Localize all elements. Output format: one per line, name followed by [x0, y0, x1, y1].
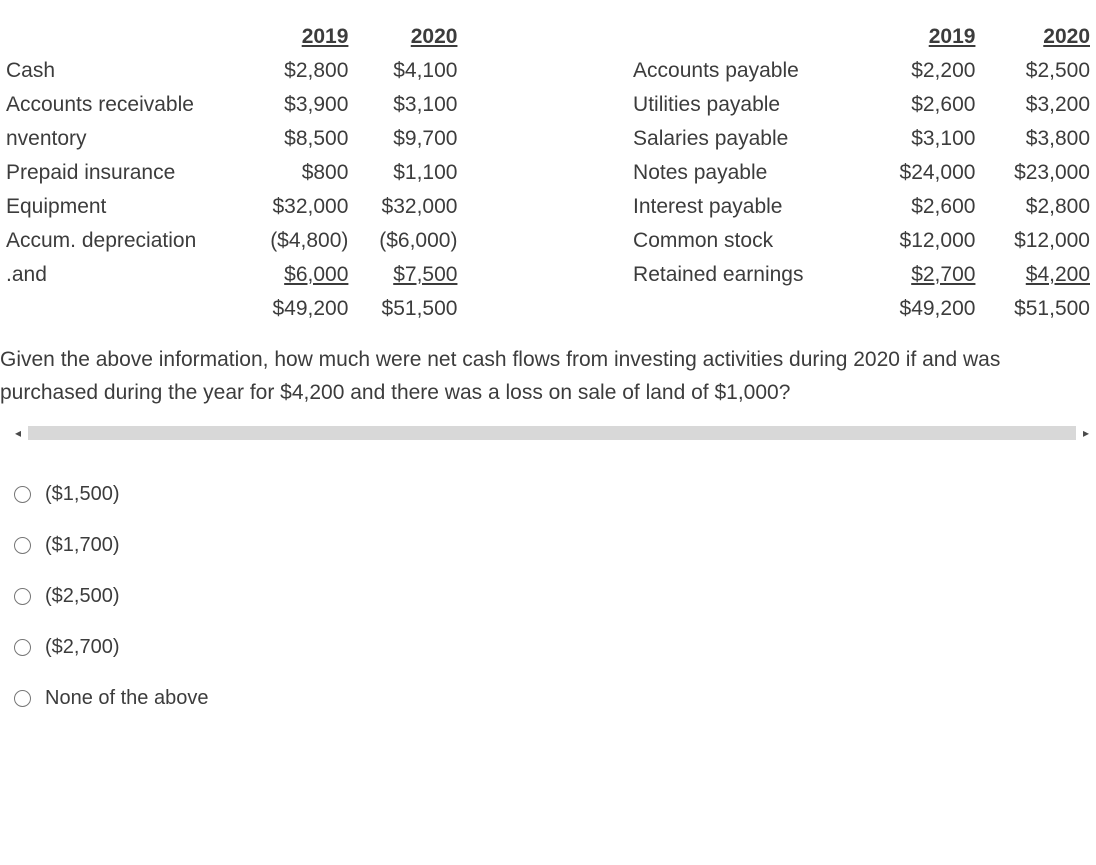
asset-label: Accum. depreciation	[0, 224, 234, 258]
option-radio[interactable]	[14, 486, 31, 503]
asset-2019: $6,000	[234, 258, 354, 292]
option-label: ($1,700)	[45, 534, 120, 557]
asset-2019: $3,900	[234, 88, 354, 122]
liab-label: Salaries payable	[627, 122, 856, 156]
option-radio[interactable]	[14, 639, 31, 656]
liab-2020: $2,800	[981, 190, 1096, 224]
header-2020-left: 2020	[354, 20, 463, 54]
table-row: Cash $2,800 $4,100 Accounts payable $2,2…	[0, 54, 1096, 88]
option-radio[interactable]	[14, 588, 31, 605]
liab-2020: $12,000	[981, 224, 1096, 258]
liab-2019: $12,000	[856, 224, 981, 258]
horizontal-scrollbar[interactable]: ◂ ▸	[0, 423, 1096, 443]
table-row: Accounts receivable $3,900 $3,100 Utilit…	[0, 88, 1096, 122]
option-label: ($2,500)	[45, 585, 120, 608]
liab-total-2019: $49,200	[856, 292, 981, 326]
liab-2019: $2,600	[856, 88, 981, 122]
liab-2019: $2,600	[856, 190, 981, 224]
asset-2020: $4,100	[354, 54, 463, 88]
liab-2020: $3,800	[981, 122, 1096, 156]
liab-2020: $2,500	[981, 54, 1096, 88]
answer-option[interactable]: ($2,700)	[14, 622, 1096, 673]
table-row: nventory $8,500 $9,700 Salaries payable …	[0, 122, 1096, 156]
liab-2019: $2,700	[856, 258, 981, 292]
answer-option[interactable]: ($1,700)	[14, 520, 1096, 571]
asset-2019: $800	[234, 156, 354, 190]
asset-total-2019: $49,200	[234, 292, 354, 326]
table-total-row: $49,200 $51,500 $49,200 $51,500	[0, 292, 1096, 326]
liab-2019: $24,000	[856, 156, 981, 190]
table-row: Prepaid insurance $800 $1,100 Notes paya…	[0, 156, 1096, 190]
asset-2020: $1,100	[354, 156, 463, 190]
scroll-track[interactable]	[28, 426, 1076, 440]
liab-2019: $2,200	[856, 54, 981, 88]
asset-2019: $32,000	[234, 190, 354, 224]
balance-sheet-table: 2019 2020 2019 2020 Cash $2,800 $4,100 A…	[0, 20, 1096, 326]
option-label: ($1,500)	[45, 483, 120, 506]
liab-2020: $23,000	[981, 156, 1096, 190]
table-row: .and $6,000 $7,500 Retained earnings $2,…	[0, 258, 1096, 292]
answer-options: ($1,500) ($1,700) ($2,500) ($2,700) None…	[0, 469, 1096, 724]
liab-label: Interest payable	[627, 190, 856, 224]
asset-2019: ($4,800)	[234, 224, 354, 258]
liab-2020: $4,200	[981, 258, 1096, 292]
answer-option[interactable]: None of the above	[14, 673, 1096, 724]
asset-label: Equipment	[0, 190, 234, 224]
asset-label: .and	[0, 258, 234, 292]
asset-2020: $3,100	[354, 88, 463, 122]
option-label: None of the above	[45, 687, 208, 710]
asset-2020: $32,000	[354, 190, 463, 224]
option-label: ($2,700)	[45, 636, 120, 659]
liab-label: Accounts payable	[627, 54, 856, 88]
liab-2020: $3,200	[981, 88, 1096, 122]
header-2019-right: 2019	[856, 20, 981, 54]
header-2019-left: 2019	[234, 20, 354, 54]
answer-option[interactable]: ($1,500)	[14, 469, 1096, 520]
answer-option[interactable]: ($2,500)	[14, 571, 1096, 622]
scroll-right-icon[interactable]: ▸	[1078, 425, 1094, 441]
option-radio[interactable]	[14, 690, 31, 707]
asset-2020: ($6,000)	[354, 224, 463, 258]
asset-2020: $9,700	[354, 122, 463, 156]
asset-2020: $7,500	[354, 258, 463, 292]
question-text: Given the above information, how much we…	[0, 326, 1096, 423]
table-row: Accum. depreciation ($4,800) ($6,000) Co…	[0, 224, 1096, 258]
asset-label: Prepaid insurance	[0, 156, 234, 190]
liab-label: Utilities payable	[627, 88, 856, 122]
scroll-left-icon[interactable]: ◂	[10, 425, 26, 441]
asset-label: Accounts receivable	[0, 88, 234, 122]
asset-2019: $8,500	[234, 122, 354, 156]
table-row: Equipment $32,000 $32,000 Interest payab…	[0, 190, 1096, 224]
header-2020-right: 2020	[981, 20, 1096, 54]
asset-label: nventory	[0, 122, 234, 156]
asset-total-2020: $51,500	[354, 292, 463, 326]
table-header-row: 2019 2020 2019 2020	[0, 20, 1096, 54]
liab-label: Retained earnings	[627, 258, 856, 292]
asset-label: Cash	[0, 54, 234, 88]
liab-label: Common stock	[627, 224, 856, 258]
liab-total-2020: $51,500	[981, 292, 1096, 326]
asset-2019: $2,800	[234, 54, 354, 88]
option-radio[interactable]	[14, 537, 31, 554]
liab-2019: $3,100	[856, 122, 981, 156]
liab-label: Notes payable	[627, 156, 856, 190]
